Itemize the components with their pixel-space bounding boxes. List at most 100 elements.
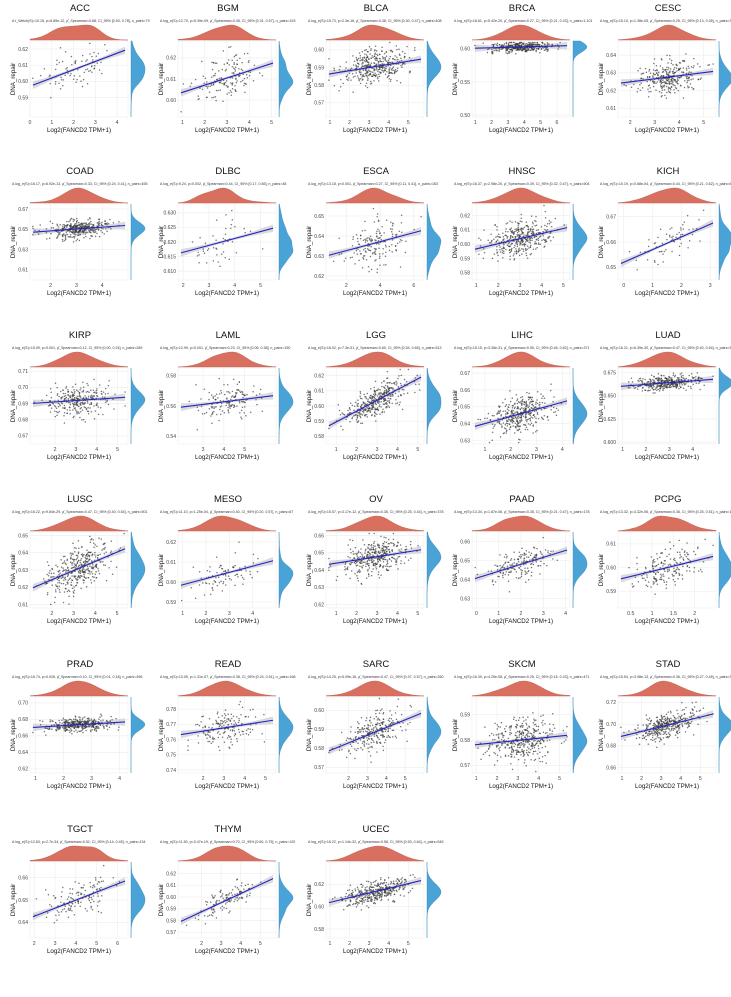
data-point [67, 409, 69, 411]
data-point [67, 234, 69, 236]
side-density [279, 204, 293, 280]
data-point [70, 582, 72, 584]
data-point [73, 591, 75, 593]
data-point [515, 221, 517, 223]
data-point [97, 62, 99, 64]
data-point [401, 60, 403, 62]
y-axis-label: DNA_repair [10, 63, 17, 95]
data-point [675, 87, 677, 89]
data-point [670, 88, 672, 90]
data-point [68, 221, 70, 223]
data-point [503, 247, 505, 249]
data-point [389, 67, 391, 69]
data-point [362, 555, 364, 557]
data-point [96, 395, 98, 397]
data-point [648, 96, 650, 98]
data-point [94, 554, 96, 556]
data-point [357, 249, 359, 251]
data-point [360, 393, 362, 395]
data-point [524, 227, 526, 229]
data-point [72, 580, 74, 582]
data-point [368, 575, 370, 577]
data-point [377, 268, 379, 270]
data-point [75, 60, 77, 62]
data-point [65, 588, 67, 590]
data-point [555, 411, 557, 413]
data-point [65, 584, 67, 586]
data-point [236, 80, 238, 82]
data-point [532, 231, 534, 233]
data-point [663, 387, 665, 389]
data-point [89, 536, 91, 538]
data-point [701, 378, 703, 380]
data-point [379, 54, 381, 56]
data-point [101, 393, 103, 395]
data-point [675, 80, 677, 82]
data-point [671, 251, 673, 253]
data-point [70, 218, 72, 220]
data-point [670, 92, 672, 94]
data-point [73, 560, 75, 562]
data-point [377, 76, 379, 78]
top-density [30, 25, 128, 40]
data-point [387, 397, 389, 399]
data-point [399, 61, 401, 63]
data-point [77, 556, 79, 558]
data-point [671, 62, 673, 64]
data-point [385, 57, 387, 59]
data-point [73, 389, 75, 391]
data-point [192, 241, 194, 243]
data-point [225, 228, 227, 230]
data-point [504, 235, 506, 237]
data-point [219, 409, 221, 411]
data-point [218, 70, 220, 72]
data-point [384, 411, 386, 413]
data-point [104, 543, 106, 545]
data-point [544, 43, 546, 45]
data-point [511, 411, 513, 413]
data-point [97, 225, 99, 227]
data-point [698, 219, 700, 221]
data-point [351, 570, 353, 572]
data-point [242, 577, 244, 579]
data-point [96, 388, 98, 390]
data-point [102, 414, 104, 416]
data-point [111, 540, 113, 542]
data-point [660, 228, 662, 230]
data-point [387, 77, 389, 79]
data-point [83, 386, 85, 388]
data-point [515, 426, 517, 428]
data-point [375, 420, 377, 422]
data-point [356, 234, 358, 236]
data-point [88, 559, 90, 561]
data-point [378, 238, 380, 240]
data-point [517, 426, 519, 428]
x-tick-label: 2 [205, 611, 208, 617]
data-point [512, 230, 514, 232]
data-point [255, 399, 257, 401]
data-point [247, 53, 249, 55]
data-point [399, 550, 401, 552]
data-point [381, 47, 383, 49]
data-point [392, 395, 394, 397]
y-tick-label: 0.62 [18, 585, 28, 591]
y-tick-label: 0.62 [314, 373, 324, 379]
data-point [368, 66, 370, 68]
data-point [507, 409, 509, 411]
data-point [508, 245, 510, 247]
data-point [697, 372, 699, 374]
top-density [178, 352, 276, 367]
data-point [386, 220, 388, 222]
data-point [253, 553, 255, 555]
data-point [100, 407, 102, 409]
data-point [102, 228, 104, 230]
data-point [382, 411, 384, 413]
data-point [712, 376, 714, 378]
data-point [398, 391, 400, 393]
x-axis-label: Log2(FANCD2 TPM+1) [343, 290, 407, 297]
data-point [89, 225, 91, 227]
data-point [662, 69, 664, 71]
data-point [535, 221, 537, 223]
data-point [364, 73, 366, 75]
data-point [661, 95, 663, 97]
